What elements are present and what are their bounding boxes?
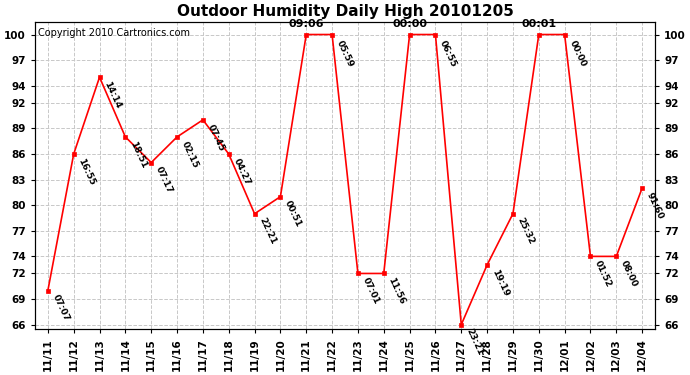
Text: 00:00: 00:00 [392, 19, 427, 29]
Text: 06:55: 06:55 [438, 39, 458, 68]
Text: 11:56: 11:56 [386, 276, 407, 306]
Text: 07:45: 07:45 [206, 123, 226, 153]
Text: 16:55: 16:55 [77, 157, 97, 186]
Text: 22:21: 22:21 [257, 216, 277, 246]
Text: 23:21: 23:21 [464, 327, 484, 357]
Text: 91:60: 91:60 [645, 191, 665, 220]
Text: 07:07: 07:07 [50, 293, 71, 323]
Text: 07:01: 07:01 [361, 276, 381, 306]
Text: 04:27: 04:27 [232, 157, 252, 187]
Text: 00:00: 00:00 [567, 39, 587, 68]
Text: 18:51: 18:51 [128, 140, 148, 170]
Text: 09:06: 09:06 [288, 19, 324, 29]
Text: 07:17: 07:17 [154, 165, 175, 195]
Text: 00:01: 00:01 [521, 19, 556, 29]
Text: Copyright 2010 Cartronics.com: Copyright 2010 Cartronics.com [38, 28, 190, 38]
Text: 01:52: 01:52 [593, 259, 613, 289]
Title: Outdoor Humidity Daily High 20101205: Outdoor Humidity Daily High 20101205 [177, 4, 513, 19]
Text: 02:15: 02:15 [180, 140, 200, 170]
Text: 08:00: 08:00 [619, 259, 639, 289]
Text: 05:59: 05:59 [335, 39, 355, 68]
Text: 19:19: 19:19 [490, 268, 510, 298]
Text: 00:51: 00:51 [283, 200, 304, 229]
Text: 14:14: 14:14 [102, 80, 123, 110]
Text: 25:32: 25:32 [515, 216, 536, 246]
